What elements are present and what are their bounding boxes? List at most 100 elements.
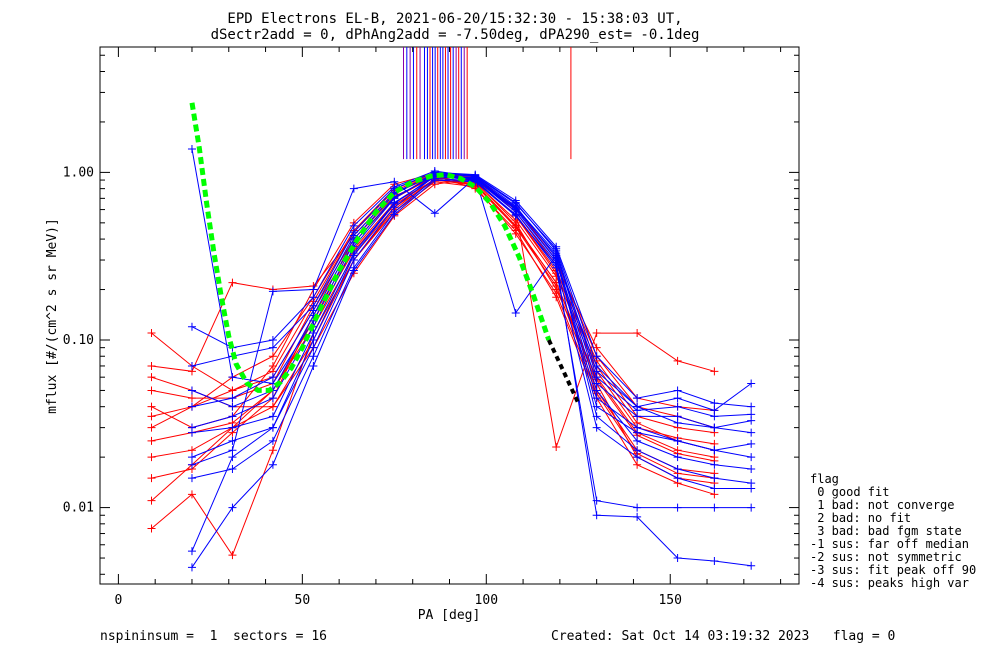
data-point-19-0: [187, 474, 196, 483]
y-axis-label: mflux [#/(cm^2 s sr MeV)]: [45, 218, 60, 414]
data-point-20-3: [309, 329, 318, 338]
data-point-12-12: [673, 474, 682, 483]
data-point-5-0: [147, 453, 156, 462]
data-point-22-0: [187, 144, 196, 153]
marker-lines-layer: [403, 47, 572, 160]
data-point-3-12: [633, 460, 642, 469]
data-point-8-10: [552, 442, 561, 451]
data-point-17-0: [187, 361, 196, 370]
data-point-8-0: [147, 361, 156, 370]
data-point-21-0: [187, 402, 196, 411]
data-point-16-0: [187, 386, 196, 395]
data-point-23-7: [471, 173, 480, 182]
data-point-7-0: [147, 524, 156, 533]
data-point-7-2: [228, 551, 237, 560]
data-point-22-1: [228, 373, 237, 382]
data-point-17-2: [268, 343, 277, 352]
data-point-23-12: [673, 418, 682, 427]
data-point-18-2: [268, 335, 277, 344]
data-point-8-13: [673, 356, 682, 365]
data-point-20-12: [673, 554, 682, 563]
data-point-20-2: [268, 412, 277, 421]
data-point-17-13: [710, 399, 719, 408]
series-line-14: [191, 174, 752, 458]
x-tick-label: 50: [295, 593, 311, 608]
fit-curve-tail: [546, 339, 581, 404]
data-point-23-1: [228, 446, 237, 455]
data-point-15-12: [673, 394, 682, 403]
data-point-19-3: [309, 352, 318, 361]
data-point-10-9: [511, 221, 520, 230]
data-point-15-14: [747, 379, 756, 388]
data-point-21-4: [349, 231, 358, 240]
data-point-18-11: [633, 436, 642, 445]
series-line-10: [151, 178, 715, 462]
data-point-16-13: [710, 412, 719, 421]
data-point-9-1: [187, 394, 196, 403]
legend-entry-peaks-high-var: -4 sus: peaks high var: [810, 576, 969, 590]
axis-layer: 0 50 100 150 0.01 0.10 1.00: [63, 47, 799, 608]
data-point-8-12: [633, 329, 642, 338]
y-tick-label: 0.10: [63, 333, 94, 348]
data-point-12-1: [228, 503, 237, 512]
data-point-20-14: [747, 561, 756, 570]
legend-entry-not-symmetric: -2 sus: not symmetric: [810, 550, 962, 564]
data-point-20-10: [592, 511, 601, 520]
data-point-11-0: [147, 412, 156, 421]
data-point-11-2: [228, 386, 237, 395]
data-point-17-9: [552, 242, 561, 251]
data-point-12-2: [268, 460, 277, 469]
data-point-22-8: [511, 205, 520, 214]
data-point-23-8: [511, 308, 520, 317]
data-point-20-1: [228, 423, 237, 432]
data-point-23-0: [187, 460, 196, 469]
data-point-12-13: [710, 484, 719, 493]
data-point-20-11: [633, 512, 642, 521]
legend: flag 0 good fit 1 bad: not converge 2 ba…: [810, 472, 976, 590]
data-point-14-3: [309, 335, 318, 344]
data-point-23-14: [747, 428, 756, 437]
data-point-16-1: [228, 402, 237, 411]
data-point-13-14: [747, 439, 756, 448]
data-point-16-12: [673, 402, 682, 411]
data-point-19-14: [747, 503, 756, 512]
data-point-16-14: [747, 410, 756, 419]
data-point-7-1: [187, 490, 196, 499]
data-point-14-0: [187, 453, 196, 462]
data-point-23-2: [268, 287, 277, 296]
data-point-12-10: [592, 423, 601, 432]
data-point-23-9: [552, 251, 561, 260]
x-tick-label: 100: [475, 593, 498, 608]
fit-curve: [189, 102, 552, 393]
series-line-3: [151, 175, 715, 495]
data-point-12-3: [309, 361, 318, 370]
data-point-20-0: [187, 428, 196, 437]
data-point-18-14: [747, 464, 756, 473]
y-tick-label: 0.01: [63, 501, 94, 516]
data-point-14-2: [268, 423, 277, 432]
data-point-10-0: [147, 436, 156, 445]
data-point-17-12: [673, 386, 682, 395]
data-point-8-11: [592, 329, 601, 338]
data-point-15-2: [268, 394, 277, 403]
legend-entry-far-off-median: -1 sus: far off median: [810, 537, 969, 551]
series-line-6: [151, 179, 715, 479]
data-point-1-0: [147, 423, 156, 432]
data-point-3-0: [147, 329, 156, 338]
data-point-23-6: [430, 209, 439, 218]
legend-entry-not-converge: 1 bad: not converge: [810, 498, 955, 512]
data-point-23-3: [309, 285, 318, 294]
data-point-21-11: [633, 446, 642, 455]
data-point-21-13: [710, 474, 719, 483]
data-point-6-0: [147, 474, 156, 483]
data-point-17-10: [592, 352, 601, 361]
y-tick-label: 1.00: [63, 165, 94, 180]
data-point-18-13: [710, 460, 719, 469]
data-point-23-10: [592, 367, 601, 376]
data-point-18-3: [309, 293, 318, 302]
data-point-18-4: [349, 221, 358, 230]
data-point-13-3: [309, 343, 318, 352]
series-line-12: [191, 179, 752, 568]
data-point-5-1: [187, 446, 196, 455]
data-point-23-13: [710, 423, 719, 432]
